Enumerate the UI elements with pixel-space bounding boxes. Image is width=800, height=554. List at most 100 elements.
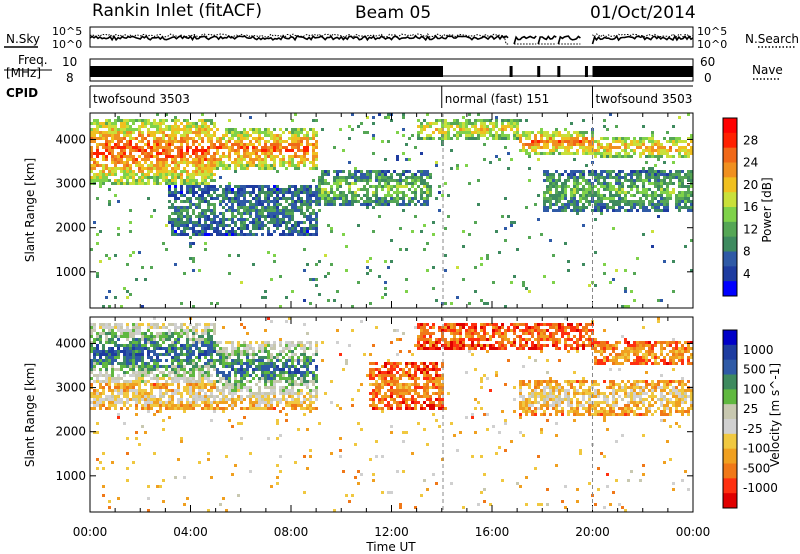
power-cell [141,182,144,185]
power-cell [636,209,639,212]
power-cell [318,176,321,179]
velocity-cell [240,437,243,440]
velocity-cell [276,368,279,371]
velocity-cell [123,356,126,359]
power-cell [207,185,210,188]
power-cell [393,185,396,188]
power-cell [135,143,138,146]
power-cell [201,197,204,200]
velocity-cell [267,395,270,398]
power-cell [312,143,315,146]
power-cell [609,155,612,158]
power-cell [588,182,591,185]
velocity-cell [147,353,150,356]
velocity-cell [138,350,141,353]
velocity-cell [246,386,249,389]
power-cell [687,179,690,182]
power-cell [231,218,234,221]
power-cell [255,164,258,167]
power-cell [426,125,429,128]
power-cell [279,164,282,167]
power-cell [240,134,243,137]
power-cell [276,137,279,140]
power-cell [639,140,642,143]
power-cell [366,176,369,179]
power-cell [585,152,588,155]
power-cell [342,197,345,200]
power-cell [204,134,207,137]
power-cell [582,176,585,179]
velocity-cell [126,452,129,455]
power-cell [114,119,117,122]
power-cell [186,152,189,155]
power-cell [96,143,99,146]
power-cell [378,179,381,182]
power-cell [669,146,672,149]
velocity-cell [117,344,120,347]
power-cell [108,119,111,122]
power-cell [426,194,429,197]
power-cell [420,179,423,182]
velocity-cell [303,344,306,347]
power-cell [618,209,621,212]
velocity-cell [219,353,222,356]
power-cell [234,143,237,146]
power-cell [510,281,513,284]
power-cell [246,167,249,170]
velocity-cell [156,401,159,404]
power-cell [504,128,507,131]
velocity-cell [96,389,99,392]
power-cell [132,182,135,185]
velocity-cell [162,371,165,374]
velocity-cell [105,398,108,401]
velocity-cell [198,380,201,383]
power-cell [414,191,417,194]
power-cell [666,182,669,185]
power-cell [618,179,621,182]
power-cell [285,146,288,149]
velocity-cell [141,392,144,395]
power-cell [126,122,129,125]
velocity-cell [294,401,297,404]
power-cell [582,191,585,194]
power-cell [189,176,192,179]
power-cell [585,206,588,209]
power-cell [171,131,174,134]
velocity-cell [102,386,105,389]
power-cell [114,254,117,257]
velocity-cell [267,404,270,407]
power-cell [192,203,195,206]
velocity-cell [129,398,132,401]
velocity-cell [165,353,168,356]
freq-left-tick-bottom: 8 [66,71,74,85]
power-cell [663,137,666,140]
power-cell [537,131,540,134]
power-cell [159,167,162,170]
power-cell [207,167,210,170]
velocity-cell [156,368,159,371]
power-cell [93,164,96,167]
power-cell [198,218,201,221]
freq-spike [557,66,561,77]
power-cell [138,131,141,134]
power-cell [144,173,147,176]
velocity-cell [99,401,102,404]
power-cell [228,182,231,185]
power-cell [678,170,681,173]
power-cell [156,128,159,131]
power-cell [354,197,357,200]
power-cell [219,230,222,233]
power-cell [327,200,330,203]
power-cell [174,167,177,170]
power-cell [258,167,261,170]
power-cell [90,137,93,140]
power-cell [519,134,522,137]
power-cell [405,185,408,188]
power-cell [666,173,669,176]
power-cell [177,161,180,164]
velocity-cell [114,344,117,347]
power-cell [549,134,552,137]
power-cell [180,179,183,182]
power-cell [267,194,270,197]
power-cell [399,203,402,206]
